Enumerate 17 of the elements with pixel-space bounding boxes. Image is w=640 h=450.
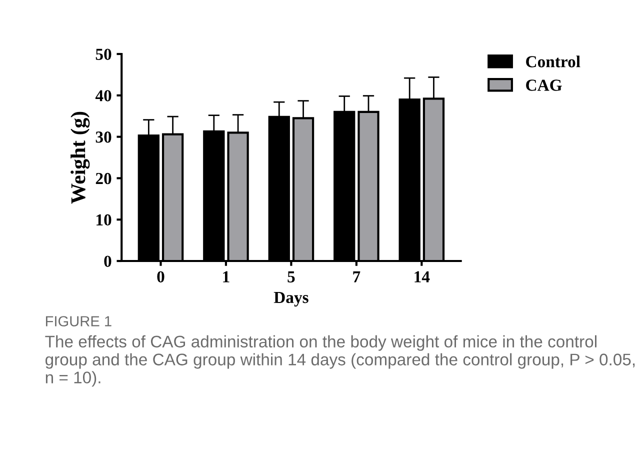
- x-tick-label: 5: [288, 271, 295, 282]
- y-tick-label: 20: [96, 172, 112, 184]
- y-tick-label: 30: [96, 132, 112, 143]
- y-axis-title: Weight (g): [70, 112, 90, 204]
- x-tick-label: 14: [414, 271, 430, 282]
- legend-label: Control: [526, 56, 580, 68]
- x-axis-title: Days: [274, 292, 308, 307]
- text: The effects of CAG administration on the body weight of mice in the control group and the CAG group within 14 days (compared the control group, P > 0.05, n = 10).: [45, 335, 635, 387]
- y-tick-label: 50: [96, 48, 112, 60]
- y-tick-label: 0: [104, 256, 112, 267]
- x-tick-label: 0: [157, 271, 164, 282]
- caption: FIGURE 1: [46, 316, 112, 326]
- x-tick-label: 1: [223, 271, 230, 282]
- y-tick-label: 10: [96, 214, 112, 226]
- legend-label: CAG: [526, 80, 562, 91]
- y-tick-label: 40: [95, 90, 112, 102]
- x-tick-label: 7: [353, 271, 360, 282]
